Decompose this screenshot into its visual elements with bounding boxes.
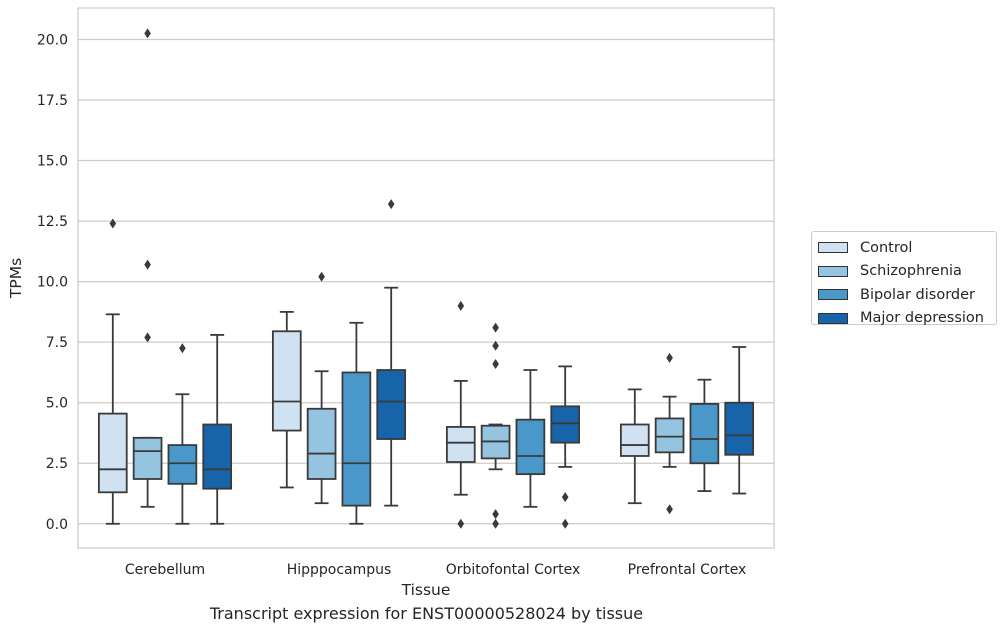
box-body — [689, 403, 720, 465]
box-1-1 — [306, 271, 337, 505]
outlier-point — [561, 492, 569, 503]
box-3-0 — [202, 334, 233, 525]
outlier-point — [144, 28, 151, 39]
x-tick-label: Orbitofontal Cortex — [446, 562, 581, 578]
y-tick-label: 2.5 — [46, 456, 68, 472]
legend-swatch-schizophrenia — [818, 265, 848, 277]
box-body — [167, 444, 198, 485]
y-tick-label: 15.0 — [37, 154, 68, 170]
outlier-point — [492, 509, 499, 520]
legend-swatch-bipolar-disorder — [818, 289, 848, 301]
outlier-point — [666, 352, 673, 363]
x-axis-title: Tissue — [401, 581, 451, 599]
y-tick-label: 20.0 — [37, 32, 68, 48]
legend-label-major-depression: Major depression — [860, 310, 984, 327]
box-3-1 — [376, 199, 407, 507]
outlier-point — [492, 340, 499, 351]
box-2-0 — [167, 343, 198, 525]
y-tick-label: 12.5 — [37, 214, 68, 230]
outlier-point — [144, 332, 151, 343]
outlier-point — [457, 300, 465, 311]
y-tick-labels: 0.0 2.5 5.0 7.5 10.0 12.5 15.0 17.5 20.0 — [37, 32, 68, 532]
box-1-2 — [480, 322, 511, 529]
box-0-0 — [97, 218, 128, 525]
chart-caption: Transcript expression for ENST0000052802… — [209, 604, 644, 623]
box-body — [306, 407, 337, 480]
box-body — [654, 417, 685, 454]
outlier-point — [179, 343, 186, 354]
legend: Control Schizophrenia Bipolar disorder M… — [811, 231, 997, 326]
outlier-point — [387, 199, 395, 210]
box-0-3 — [619, 388, 650, 505]
legend-item-control: Control — [818, 236, 990, 260]
legend-label-bipolar-disorder: Bipolar disorder — [860, 286, 975, 303]
y-axis-title: TPMs — [7, 258, 25, 299]
legend-item-major-depression: Major depression — [818, 307, 990, 331]
box-2-2 — [515, 369, 546, 508]
box-body — [550, 405, 581, 444]
box-body — [445, 426, 476, 463]
x-tick-label: Hipppocampus — [287, 562, 392, 578]
box-2-3 — [689, 378, 720, 492]
y-tick-label: 5.0 — [46, 396, 68, 412]
box-0-2 — [445, 300, 476, 529]
legend-label-schizophrenia: Schizophrenia — [860, 263, 962, 280]
outlier-point — [492, 322, 499, 333]
box-body — [619, 423, 650, 457]
box-0-1 — [271, 311, 302, 489]
box-body — [724, 401, 755, 456]
legend-label-control: Control — [860, 239, 913, 256]
box-2-1 — [341, 321, 372, 525]
y-tick-label: 7.5 — [46, 335, 68, 351]
legend-swatch-major-depression — [818, 312, 848, 324]
x-tick-labels: Cerebellum Hipppocampus Orbitofontal Corte… — [125, 562, 746, 578]
outlier-point — [492, 358, 499, 369]
x-tick-label: Cerebellum — [125, 562, 205, 578]
y-tick-label: 10.0 — [37, 275, 68, 291]
box-body — [132, 436, 163, 480]
plot-border — [77, 7, 775, 549]
outlier-point — [457, 518, 465, 529]
outlier-point — [318, 271, 325, 282]
box-1-0 — [132, 28, 163, 508]
legend-swatch-control — [818, 242, 848, 254]
outlier-point — [144, 259, 151, 270]
box-3-2 — [550, 365, 581, 529]
x-tick-label: Prefrontal Cortex — [628, 562, 747, 578]
legend-item-schizophrenia: Schizophrenia — [818, 260, 990, 284]
gridlines — [78, 38, 774, 525]
legend-item-bipolar-disorder: Bipolar disorder — [818, 283, 990, 307]
outlier-point — [492, 518, 499, 529]
y-tick-label: 0.0 — [46, 517, 68, 533]
outlier-point — [561, 518, 569, 529]
box-body — [97, 412, 128, 494]
box-1-3 — [654, 352, 685, 515]
outlier-point — [666, 504, 673, 515]
y-tick-label: 17.5 — [37, 93, 68, 109]
box-body — [341, 371, 372, 507]
box-3-3 — [724, 346, 755, 495]
box-body — [515, 418, 546, 476]
box-body — [271, 330, 302, 432]
outlier-point — [109, 218, 117, 229]
box-body — [376, 369, 407, 440]
boxes — [97, 28, 755, 529]
box-body — [202, 423, 233, 490]
